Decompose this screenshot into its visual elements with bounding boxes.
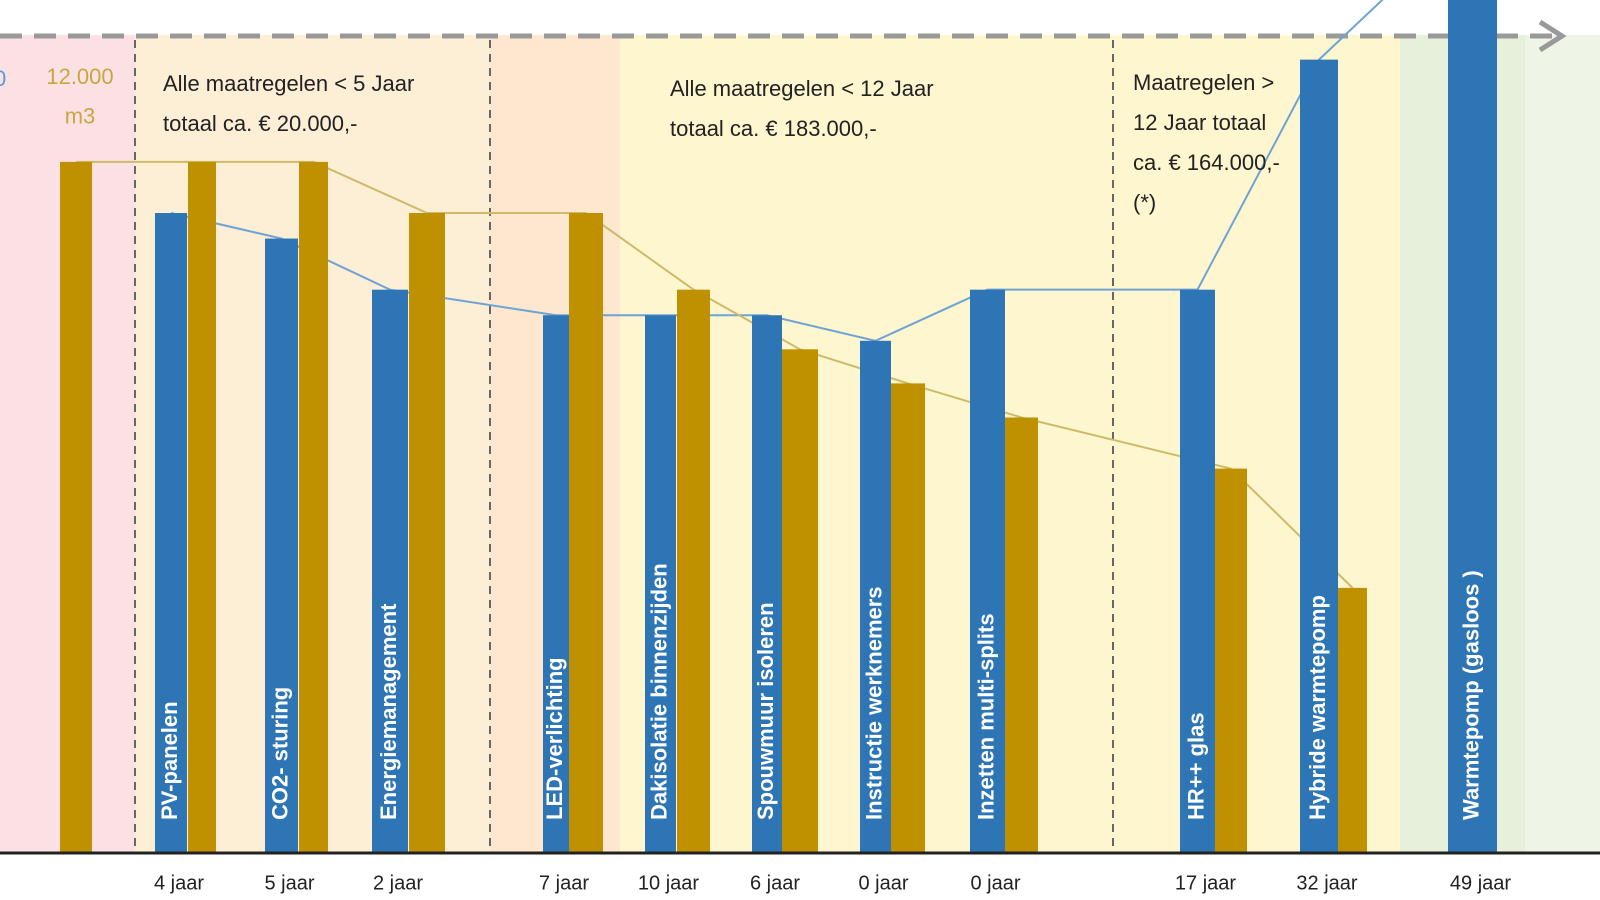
bar [860, 340, 891, 852]
bar-label: Instructie werknemers [861, 586, 886, 820]
bar [60, 161, 92, 852]
payback-label: 2 jaar [373, 872, 423, 894]
bar [1448, 0, 1497, 853]
bar-label: Energiemanagement [376, 603, 401, 820]
payback-label: 32 jaar [1296, 872, 1357, 894]
annotation: 12.000 [46, 64, 113, 89]
bar [1180, 289, 1215, 852]
payback-label: 49 jaar [1450, 872, 1511, 894]
bar [1300, 59, 1338, 852]
payback-label: 4 jaar [154, 872, 204, 894]
bar [299, 161, 328, 852]
bar-label: Spouwmuur isoleren [753, 602, 778, 820]
bar-label: Hybride warmtepomp [1305, 595, 1330, 820]
bar-label: PV-panelen [157, 701, 182, 820]
payback-label: 10 jaar [638, 872, 699, 894]
bar [752, 315, 782, 852]
annotation: (*) [1133, 190, 1156, 215]
bar [188, 161, 216, 852]
payback-label: 0 jaar [858, 872, 908, 894]
top-band [0, 0, 1600, 35]
payback-label: 5 jaar [264, 872, 314, 894]
bar [970, 289, 1005, 852]
annotation: ca. € 164.000,- [1133, 150, 1280, 175]
bar-label: CO2- sturing [267, 687, 292, 820]
bar-label: HR++ glas [1183, 712, 1208, 820]
payback-label: 6 jaar [750, 872, 800, 894]
payback-label: 17 jaar [1175, 872, 1236, 894]
bar [782, 349, 818, 852]
bar [409, 213, 445, 852]
annotation: 12 Jaar totaal [1133, 110, 1266, 135]
arrow-head [1538, 19, 1567, 53]
bar [891, 383, 925, 852]
bar-label: Warmtepomp (gasloos ) [1458, 570, 1483, 820]
bar [1338, 587, 1367, 852]
zone [1525, 0, 1600, 852]
payback-label: 7 jaar [539, 872, 589, 894]
annotation: 0 [0, 66, 6, 91]
bar [372, 289, 408, 852]
annotation: totaal ca. € 183.000,- [670, 116, 877, 141]
bar-label: Inzetten multi-splits [973, 613, 998, 820]
bar [645, 315, 676, 852]
bar [155, 213, 187, 852]
bar [543, 315, 569, 852]
bar [1005, 417, 1038, 852]
annotation: totaal ca. € 20.000,- [163, 111, 357, 136]
bar-label: LED-verlichting [542, 657, 567, 820]
bar-label: Dakisolatie binnenzijden [646, 563, 671, 820]
bar [265, 238, 298, 852]
annotation: m3 [65, 103, 96, 128]
annotation: Alle maatregelen < 5 Jaar [163, 71, 414, 96]
bar [1215, 468, 1247, 852]
payback-label: 0 jaar [970, 872, 1020, 894]
annotation: Maatregelen > [1133, 70, 1274, 95]
annotation: Alle maatregelen < 12 Jaar [670, 76, 934, 101]
bar [569, 213, 603, 852]
bar [677, 289, 710, 852]
